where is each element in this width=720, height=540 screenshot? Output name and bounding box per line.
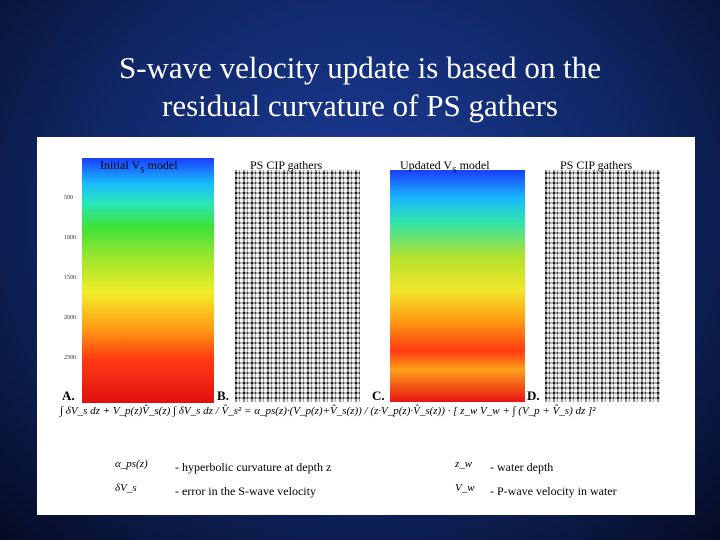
label-text: PS CIP gathers [250,158,323,172]
panel-letter: C. [372,388,385,403]
label-sub: S [140,165,145,175]
panel-letter: D. [527,388,540,403]
panel-label: PS CIP gathers [560,158,632,173]
tick-label: 2500 [64,355,76,361]
tick-label: 2000 [64,315,76,321]
legend-text: - hyperbolic curvature at depth z [175,460,332,474]
tick-label: 1500 [64,275,76,281]
tick-label: 500 [64,195,73,201]
legend-symbol: δV_s [115,482,137,494]
legend-text: - error in the S-wave velocity [175,484,316,498]
gather [235,170,360,402]
legend-symbol: z_w [455,458,473,470]
legend-symbol: α_ps(z) [115,458,148,470]
legend-symbol: V_w [455,482,475,494]
gather [545,170,660,402]
panel-letter: B. [217,388,229,403]
panel-label: PS CIP gathers [250,158,322,173]
panel-letter: A. [62,388,75,403]
formula: ∫ δV_s dz + V_p(z)V̂_s(z) ∫ δV_s dz / V̂… [60,405,596,417]
panel-label: Updated VS model [400,158,490,174]
title: residual curvature of PS gathers [162,88,558,123]
label-text: Initial V [100,158,141,172]
velocity-model [82,158,214,403]
label-sub: S [452,165,457,175]
legend-text: - water depth [490,460,554,474]
velocity-model [390,170,525,402]
label-text: model [456,158,490,172]
tick-label: 1000 [64,235,76,241]
legend-text: - P-wave velocity in water [490,484,617,498]
label-text: Updated V [400,158,453,172]
panel-label: Initial VS model [100,158,178,174]
title: S-wave velocity update is based on the [118,50,602,85]
label-text: PS CIP gathers [560,158,633,172]
label-text: model [144,158,178,172]
